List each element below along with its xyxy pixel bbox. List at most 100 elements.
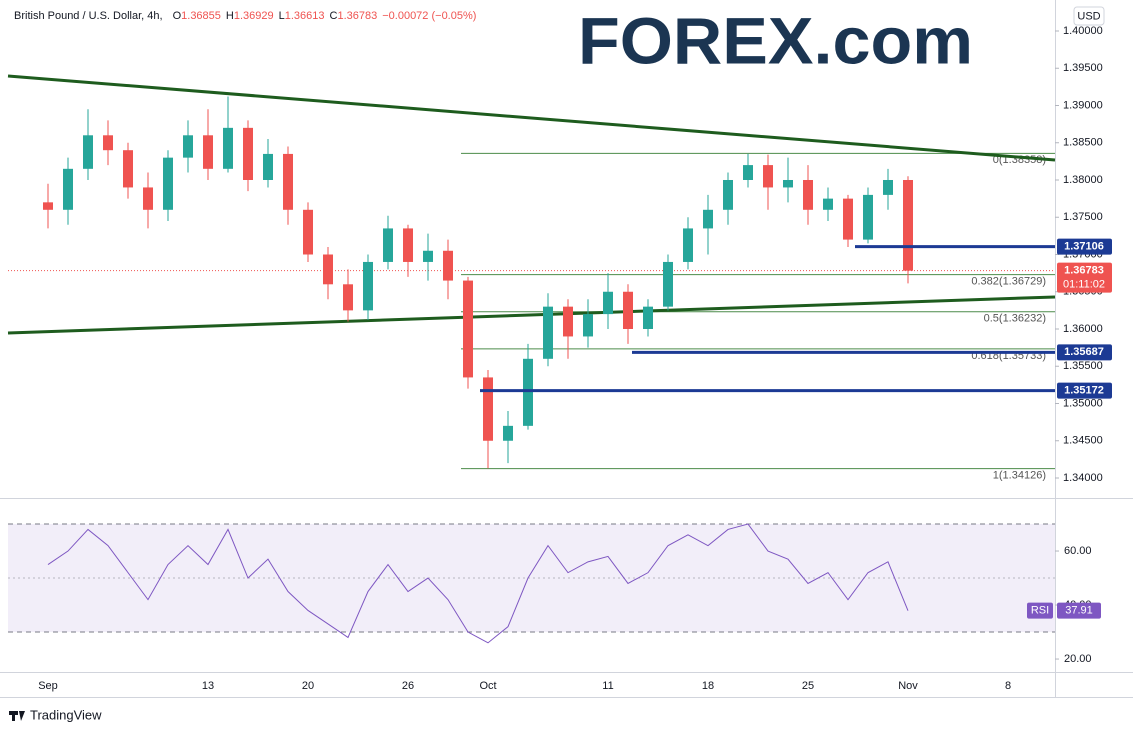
candle-body [143, 187, 153, 210]
candle-body [583, 314, 593, 337]
ohlc-value: 1.36613 [285, 10, 325, 22]
rsi-name: RSI [1031, 605, 1049, 617]
candle-body [183, 135, 193, 158]
trendline [7, 74, 1056, 162]
ohlc-label: L [279, 10, 285, 22]
candle-body [263, 153, 273, 180]
x-tick-label: 18 [702, 680, 714, 692]
level-box [1057, 344, 1112, 361]
candle-body [503, 425, 513, 441]
candle-body [243, 127, 253, 180]
ohlc-label: H [226, 10, 234, 22]
candle-body [323, 254, 333, 285]
rsi-y-tick-label: 20.00 [1064, 653, 1092, 665]
candle-body [663, 261, 673, 307]
x-tick-label: Oct [479, 680, 496, 692]
footer-brand: TradingView [30, 707, 102, 722]
candle-body [683, 228, 693, 262]
candle-body [543, 306, 553, 359]
candle-body [783, 179, 793, 188]
candle-body [103, 135, 113, 151]
candle-body [523, 358, 533, 426]
y-tick-label: 1.34500 [1063, 435, 1103, 447]
currency-box [1073, 6, 1105, 26]
ohlc-label: O [173, 10, 182, 22]
candle-body [823, 198, 833, 210]
rsi-line [47, 523, 909, 644]
level-box [1057, 238, 1112, 255]
x-tick-label: 20 [302, 680, 314, 692]
candle-body [163, 157, 173, 210]
y-tick-label: 1.40000 [1063, 25, 1103, 37]
candle-body [643, 306, 653, 329]
fib-label: 0.382(1.36729) [971, 276, 1046, 288]
candle-body [83, 135, 93, 169]
candle-body [343, 284, 353, 311]
candle-body [383, 228, 393, 262]
candle-body [803, 179, 813, 210]
y-tick-label: 1.38000 [1063, 174, 1103, 186]
candle-body [483, 377, 493, 441]
current-price: 1.36783 [1064, 265, 1104, 277]
fib-label: 0.5(1.36232) [984, 313, 1046, 325]
rsi-y-tick-label: 60.00 [1064, 545, 1092, 557]
candle-body [203, 135, 213, 169]
x-tick-label: Nov [898, 680, 918, 692]
rsi-value-box [1057, 602, 1101, 619]
candle-body [283, 153, 293, 210]
candle-body [123, 150, 133, 188]
candle-body [63, 168, 73, 210]
candle-body [443, 250, 453, 281]
candle-body [763, 165, 773, 188]
rsi-band [8, 524, 1055, 633]
ohlc-label: C [330, 10, 338, 22]
candle-body [403, 228, 413, 262]
candle-body [743, 165, 753, 180]
y-tick-label: 1.34000 [1063, 472, 1103, 484]
candle-body [423, 250, 433, 262]
ohlc-value: 1.36783 [337, 10, 377, 22]
candle-body [703, 209, 713, 229]
fib-label: 1(1.34126) [993, 470, 1046, 482]
x-tick-label: 25 [802, 680, 814, 692]
candle-body [903, 179, 913, 271]
candle-body [623, 291, 633, 329]
x-tick-label: 8 [1005, 680, 1011, 692]
candle-body [303, 209, 313, 255]
current-price-box [1057, 262, 1112, 293]
logo: FOREX.com [578, 3, 973, 77]
candle-body [223, 127, 233, 169]
level-label: 1.37106 [1064, 241, 1104, 253]
countdown: 01:11:02 [1063, 279, 1105, 291]
change: −0.00072 (−0.05%) [382, 10, 476, 22]
candle-body [563, 306, 573, 337]
candle-body [883, 179, 893, 195]
y-tick-label: 1.39000 [1063, 99, 1103, 111]
candle-body [723, 179, 733, 210]
candle-body [463, 280, 473, 378]
candle-body [363, 261, 373, 311]
level-label: 1.35687 [1064, 346, 1104, 358]
x-tick-label: Sep [38, 680, 58, 692]
y-tick-label: 1.35500 [1063, 360, 1103, 372]
y-tick-label: 1.38500 [1063, 137, 1103, 149]
x-tick-label: 13 [202, 680, 214, 692]
tradingview-icon [9, 711, 25, 721]
y-tick-label: 1.37500 [1063, 211, 1103, 223]
rsi-value: 37.91 [1065, 605, 1093, 617]
x-tick-label: 11 [602, 680, 613, 692]
trendline [7, 295, 1056, 335]
ohlc-value: 1.36929 [234, 10, 274, 22]
x-tick-label: 26 [402, 680, 414, 692]
ohlc-value: 1.36855 [181, 10, 221, 22]
currency: USD [1077, 10, 1100, 22]
y-tick-label: 1.35000 [1063, 397, 1103, 409]
y-tick-label: 1.36000 [1063, 323, 1103, 335]
layer: British Pound / U.S. Dollar, 4h, O 1.36855… [7, 10, 1112, 692]
candle-body [43, 202, 53, 210]
y-tick-label: 1.39500 [1063, 62, 1103, 74]
candle-body [863, 194, 873, 240]
